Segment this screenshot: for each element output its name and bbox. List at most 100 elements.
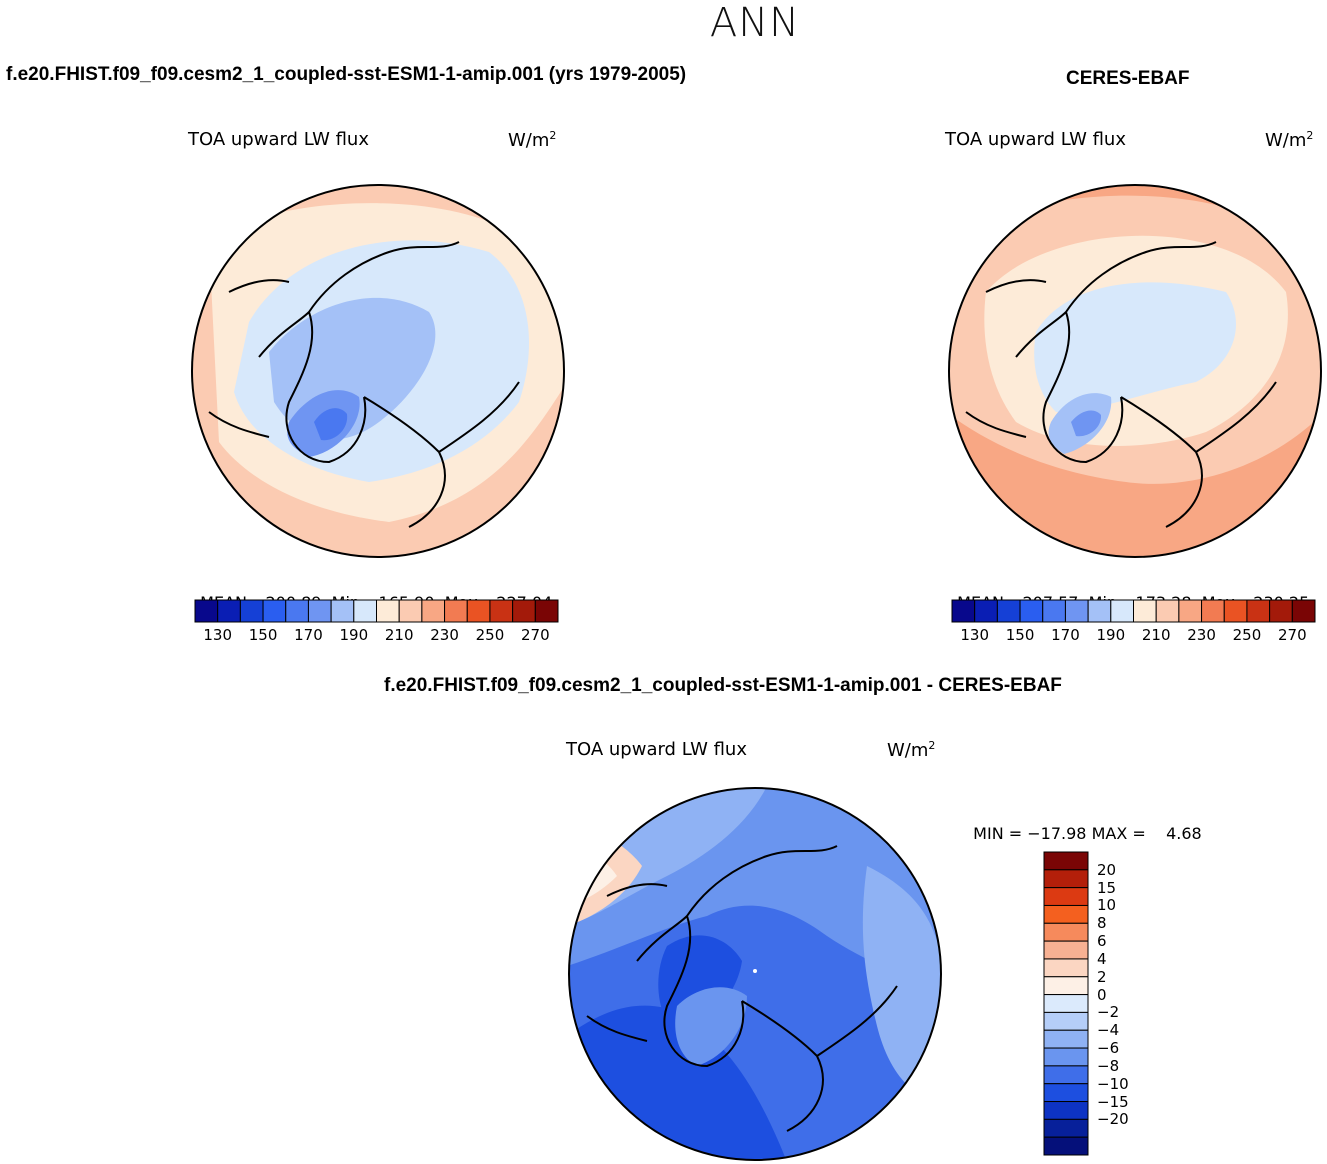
model-colorbar-box bbox=[330, 599, 355, 623]
diff-colorbar-box bbox=[1043, 1118, 1089, 1138]
model-map-coastline-1 bbox=[258, 241, 520, 528]
obs-colorbar-box bbox=[1201, 599, 1225, 623]
obs-colorbar-box bbox=[1110, 599, 1134, 623]
obs-colorbar-box bbox=[1064, 599, 1089, 623]
diff-colorbar-box bbox=[1043, 869, 1089, 889]
model-colorbar-box bbox=[217, 599, 241, 623]
model-map-greenland-core bbox=[314, 408, 348, 441]
diff-map-right-light bbox=[862, 866, 941, 1106]
model-units-base: W/m bbox=[508, 130, 550, 151]
diff-colorbar-box bbox=[1043, 1029, 1089, 1049]
diff-colorbar-tick-label: −10 bbox=[1097, 1074, 1129, 1093]
obs-colorbar-tick-label: 130 bbox=[960, 626, 990, 644]
diff-colorbar-box bbox=[1043, 976, 1089, 996]
obs-colorbar-tick-label: 210 bbox=[1141, 626, 1171, 644]
diff-colorbar-tick-label: −6 bbox=[1097, 1039, 1120, 1058]
obs-colorbar-tick-label: 190 bbox=[1096, 626, 1126, 644]
model-variable-label: TOA upward LW flux bbox=[188, 129, 369, 150]
obs-colorbar-box bbox=[1133, 599, 1157, 623]
figure-title: ANN bbox=[709, 0, 801, 46]
obs-units-label: W/m2 bbox=[1265, 129, 1313, 151]
diff-colorbar-box bbox=[1043, 922, 1089, 942]
diff-colorbar-box bbox=[1043, 887, 1089, 906]
model-colorbar-box bbox=[534, 599, 559, 623]
diff-colorbar-box bbox=[1043, 1101, 1089, 1120]
obs-colorbar-tick-label: 270 bbox=[1277, 626, 1307, 644]
diff-max-value: 4.68 bbox=[1166, 824, 1202, 843]
diff-colorbar-tick-label: 2 bbox=[1097, 967, 1107, 986]
obs-colorbar-box bbox=[1087, 599, 1112, 623]
model-colorbar-box bbox=[285, 599, 309, 623]
model-colorbar-tick-label: 170 bbox=[294, 626, 323, 644]
obs-colorbar-box bbox=[996, 599, 1021, 623]
diff-stats: MIN = −17.98 MAX = 4.68 bbox=[963, 805, 1202, 843]
obs-colorbar-box bbox=[1269, 599, 1293, 623]
model-colorbar-box bbox=[307, 599, 332, 623]
diff-colorbar-box bbox=[1043, 851, 1089, 871]
diff-colorbar-box bbox=[1043, 1011, 1089, 1031]
obs-variable-label: TOA upward LW flux bbox=[945, 129, 1126, 150]
diff-colorbar-tick-label: 8 bbox=[1097, 914, 1107, 933]
diff-colorbar-tick-label: −8 bbox=[1097, 1056, 1120, 1075]
diff-units-label: W/m2 bbox=[887, 739, 935, 761]
obs-colorbar-box bbox=[1042, 599, 1066, 623]
model-panel-title: f.e20.FHIST.f09_f09.cesm2_1_coupled-sst-… bbox=[6, 64, 687, 85]
diff-colorbar-tick-label: −4 bbox=[1097, 1021, 1120, 1040]
diff-polar-map bbox=[568, 787, 942, 1161]
obs-colorbar-box bbox=[1155, 599, 1180, 623]
diff-colorbar-ticks: 20 15 10 8 6 4 2 0 −2 −4 −6 −8 −10 −15 −20 bbox=[1097, 852, 1157, 1155]
diff-units-exp: 2 bbox=[928, 739, 936, 752]
model-colorbar-tick-label: 210 bbox=[384, 626, 414, 644]
model-colorbar-box bbox=[489, 599, 514, 623]
diff-colorbar-tick-label: 15 bbox=[1097, 878, 1117, 897]
diff-colorbar-tick-label: −15 bbox=[1097, 1092, 1129, 1111]
diff-colorbar-box bbox=[1043, 1047, 1089, 1067]
model-units-exp: 2 bbox=[549, 129, 557, 142]
diff-min-label: MIN = bbox=[973, 824, 1023, 843]
model-colorbar-tick-label: 190 bbox=[339, 626, 369, 644]
model-polar-map bbox=[191, 184, 565, 558]
model-units-label: W/m2 bbox=[508, 129, 556, 151]
model-colorbar-box bbox=[466, 599, 491, 623]
model-colorbar-box bbox=[262, 599, 287, 623]
diff-colorbar-box bbox=[1043, 904, 1089, 924]
diff-colorbar-tick-label: 6 bbox=[1097, 932, 1107, 951]
obs-colorbar-box bbox=[974, 599, 998, 623]
model-colorbar-tick-label: 150 bbox=[248, 626, 278, 644]
diff-max-label: MAX = bbox=[1091, 824, 1146, 843]
obs-colorbar-tick-label: 250 bbox=[1232, 626, 1262, 644]
diff-map-outline bbox=[568, 787, 942, 1161]
obs-panel-title: CERES-EBAF bbox=[1066, 68, 1190, 89]
model-colorbar-tick-label: 130 bbox=[203, 626, 233, 644]
obs-colorbar-ticks: 130 150 170 190 210 230 250 270 bbox=[952, 626, 1315, 646]
obs-colorbar-box bbox=[951, 599, 976, 623]
obs-polar-map bbox=[948, 184, 1322, 558]
obs-colorbar-box bbox=[1291, 599, 1316, 623]
model-colorbar-tick-label: 270 bbox=[520, 626, 550, 644]
diff-colorbar-box bbox=[1043, 958, 1089, 978]
diff-colorbar-box bbox=[1043, 940, 1089, 960]
diff-map-greenland-streaks bbox=[675, 987, 747, 1066]
diff-map-coastline-1 bbox=[636, 845, 898, 1132]
diff-map-pole-point bbox=[753, 969, 757, 973]
model-colorbar-box bbox=[444, 599, 468, 623]
obs-colorbar-box bbox=[1178, 599, 1203, 623]
diff-colorbar-tick-label: −20 bbox=[1097, 1110, 1129, 1129]
diff-colorbar-tick-label: −2 bbox=[1097, 1003, 1120, 1022]
diff-units-base: W/m bbox=[887, 740, 929, 761]
obs-colorbar-tick-label: 150 bbox=[1005, 626, 1035, 644]
model-colorbar-tick-label: 230 bbox=[430, 626, 459, 644]
obs-colorbar-box bbox=[1246, 599, 1271, 623]
model-colorbar-box bbox=[376, 599, 400, 623]
model-colorbar-box bbox=[398, 599, 423, 623]
diff-colorbar-tick-label: 4 bbox=[1097, 949, 1107, 968]
obs-colorbar-box bbox=[1019, 599, 1044, 623]
model-colorbar-box bbox=[421, 599, 446, 623]
model-colorbar-box bbox=[353, 599, 377, 623]
diff-panel-title: f.e20.FHIST.f09_f09.cesm2_1_coupled-sst-… bbox=[384, 675, 1062, 696]
model-colorbar-tick-label: 250 bbox=[475, 626, 505, 644]
obs-colorbar bbox=[951, 599, 1316, 623]
diff-colorbar-tick-label: 0 bbox=[1097, 985, 1107, 1004]
diff-colorbar-box bbox=[1043, 1083, 1089, 1103]
obs-map-light-blue-region bbox=[1034, 282, 1236, 412]
